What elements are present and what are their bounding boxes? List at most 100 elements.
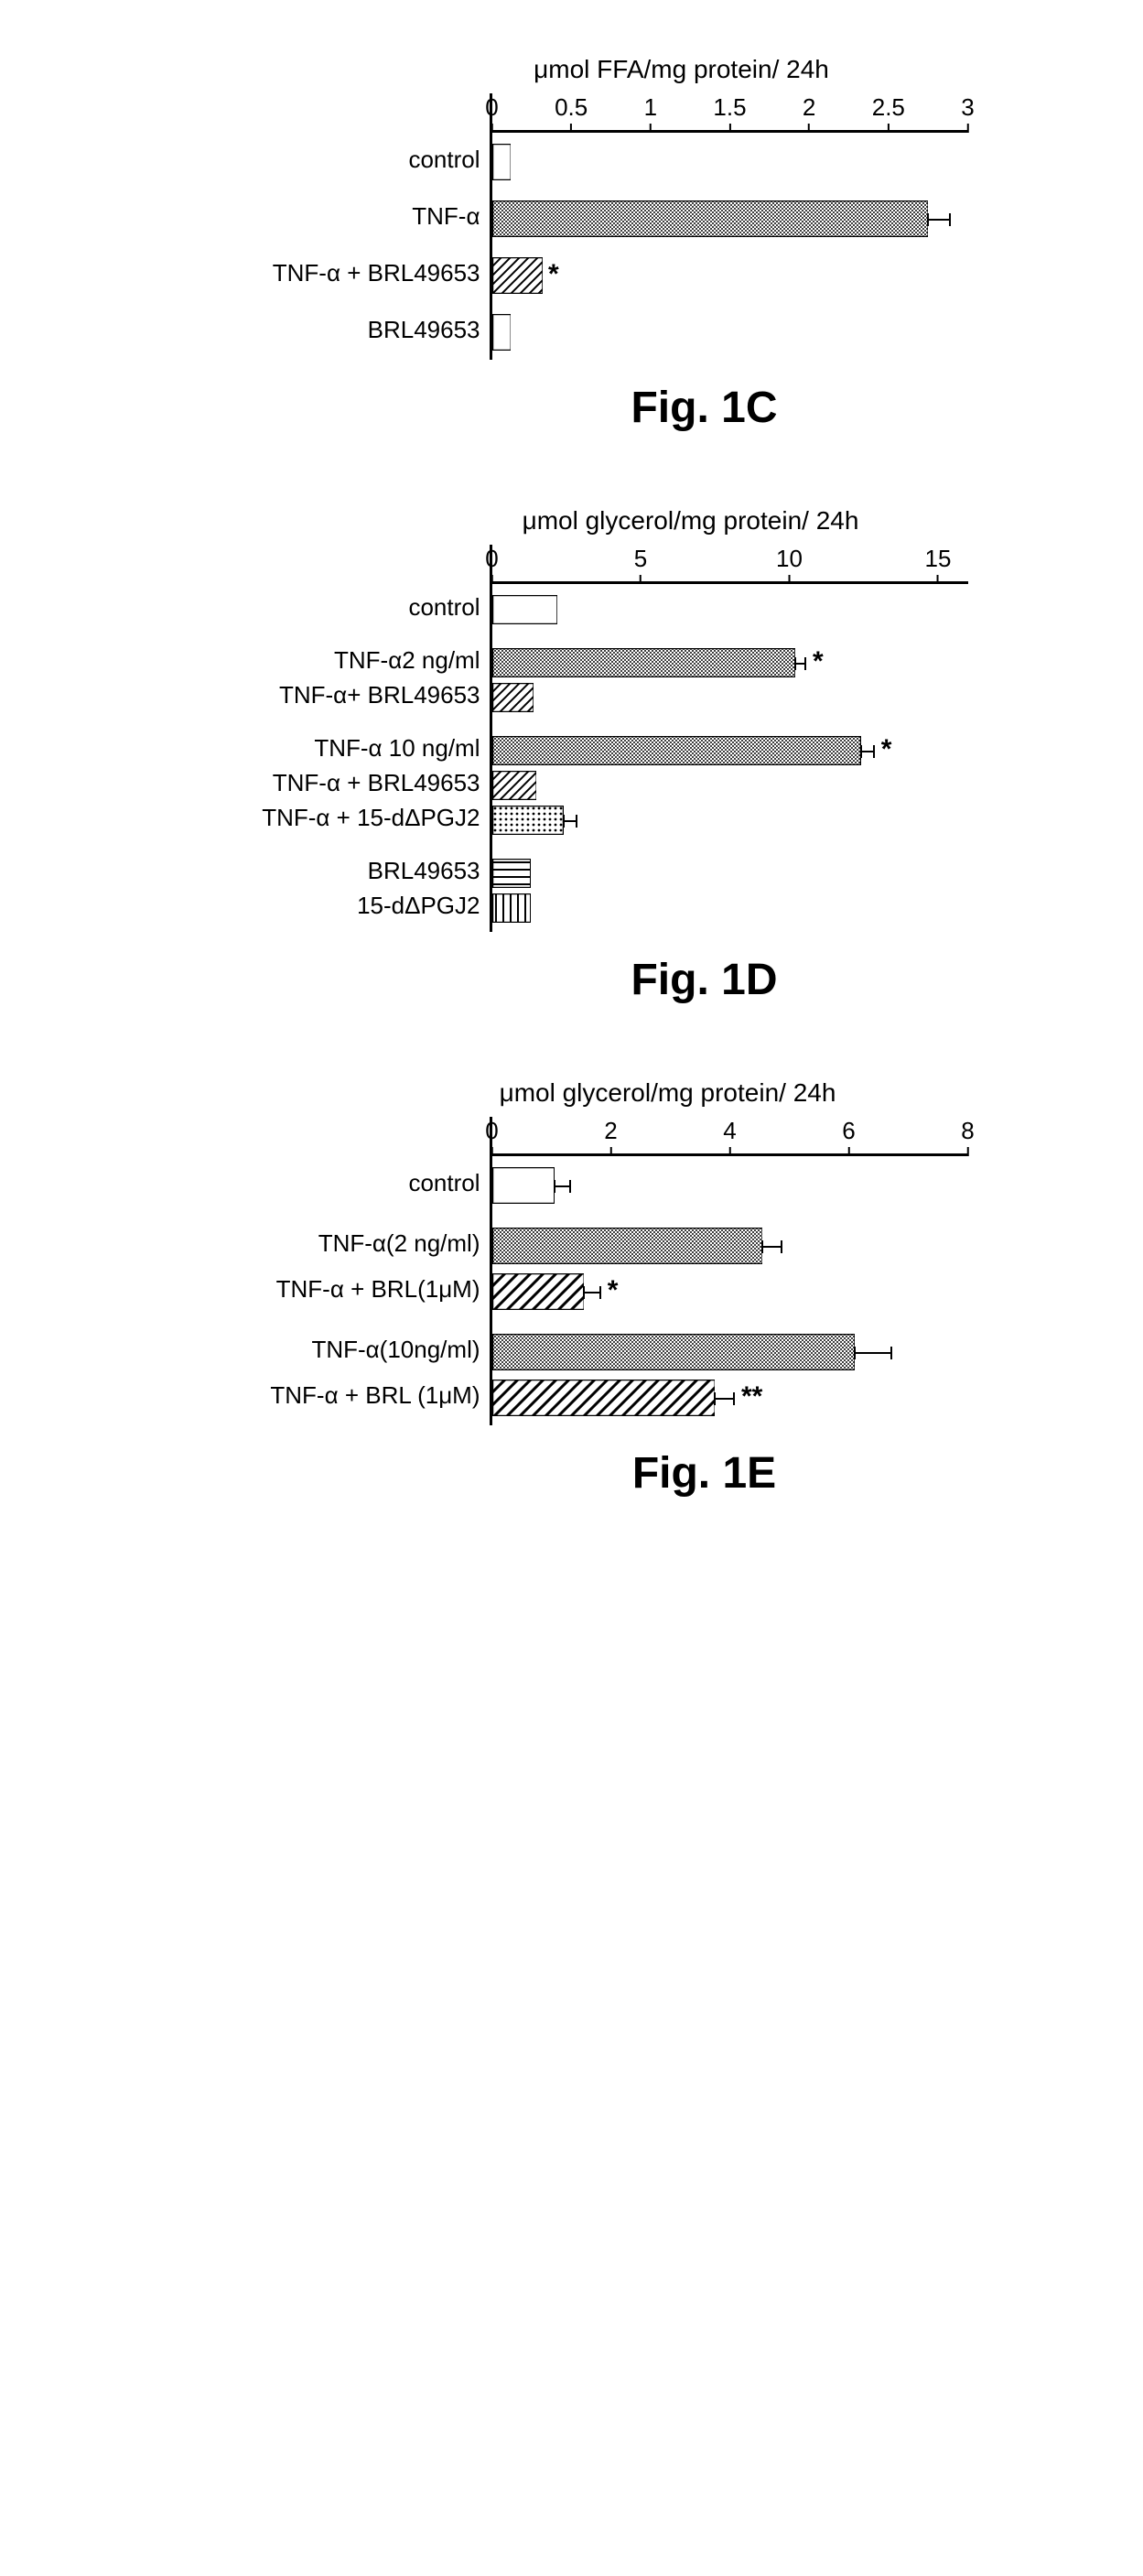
- bar: *: [492, 1273, 585, 1310]
- bar-row: [492, 1167, 968, 1204]
- plot-column: 00.511.522.53 *: [490, 93, 968, 360]
- category-label: TNF-α+ BRL49653: [178, 680, 490, 709]
- labels-column: control TNF-α(2 ng/ml) TNF-α + BRL(1μM) TNF…: [178, 1117, 490, 1425]
- bar: [492, 683, 534, 712]
- error-bar: [927, 219, 951, 221]
- bar-row: [492, 893, 968, 923]
- bar: [492, 1228, 763, 1264]
- chart-area: controlTNF-αTNF-α + BRL49653BRL4965300.5…: [178, 93, 1002, 360]
- bar-row: [492, 771, 968, 800]
- category-label: 15-dΔPGJ2: [178, 891, 490, 920]
- significance-marker: *: [881, 734, 892, 765]
- bar-row: *: [492, 648, 968, 677]
- tick: 2.5: [872, 93, 905, 133]
- error-bar: [714, 1398, 735, 1400]
- labels-column: control TNF-α2 ng/ml TNF-α+ BRL49653 TNF-α …: [178, 545, 490, 932]
- category-label: control: [178, 141, 490, 178]
- category-label: TNF-α + 15-dΔPGJ2: [178, 803, 490, 832]
- bar: [492, 595, 558, 624]
- bar-row: [492, 1334, 968, 1370]
- tick: 0.5: [555, 93, 588, 133]
- category-label: TNF-α + BRL49653: [178, 254, 490, 291]
- bar-row: **: [492, 1380, 968, 1416]
- figure-label: Fig. 1E: [407, 1448, 1002, 1499]
- category-label: TNF-α + BRL(1μM): [178, 1271, 490, 1307]
- bar-row: [492, 806, 968, 835]
- axis-ticks: 02468: [492, 1117, 968, 1156]
- error-bar: [583, 1292, 601, 1293]
- plot-column: 051015 * *: [490, 545, 968, 932]
- category-label: BRL49653: [178, 856, 490, 885]
- plot-column: 02468 * **: [490, 1117, 968, 1425]
- bar: [492, 200, 929, 237]
- tick: 2: [604, 1117, 617, 1156]
- category-label: TNF-α + BRL (1μM): [178, 1377, 490, 1413]
- significance-marker: *: [813, 646, 824, 677]
- tick: 2: [803, 93, 815, 133]
- bar: [492, 1334, 856, 1370]
- bar: [492, 1167, 555, 1204]
- tick: 0: [485, 545, 498, 584]
- labels-column: controlTNF-αTNF-α + BRL49653BRL49653: [178, 93, 490, 360]
- chart-area: control TNF-α2 ng/ml TNF-α+ BRL49653 TNF-α …: [178, 545, 1002, 932]
- significance-marker: *: [548, 259, 559, 290]
- figure-label: Fig. 1C: [407, 383, 1002, 433]
- bar-row: *: [492, 1273, 968, 1310]
- bar-row: [492, 144, 968, 180]
- tick: 8: [961, 1117, 974, 1156]
- tick: 10: [776, 545, 803, 584]
- bar: [492, 144, 512, 180]
- axis-title: μmol glycerol/mg protein/ 24h: [334, 1078, 1002, 1108]
- chart-area: control TNF-α(2 ng/ml) TNF-α + BRL(1μM) TNF…: [178, 1117, 1002, 1425]
- axis-ticks: 00.511.522.53: [492, 93, 968, 133]
- bar-row: [492, 595, 968, 624]
- category-label: BRL49653: [178, 311, 490, 348]
- bar-row: *: [492, 736, 968, 765]
- category-label: TNF-α + BRL49653: [178, 768, 490, 797]
- tick: 1: [644, 93, 657, 133]
- error-bar: [794, 663, 806, 665]
- category-label: TNF-α(2 ng/ml): [178, 1225, 490, 1261]
- tick: 6: [842, 1117, 855, 1156]
- fig1d: μmol glycerol/mg protein/ 24h control TNF-…: [178, 506, 1002, 1005]
- bar: [492, 771, 537, 800]
- tick: 5: [634, 545, 647, 584]
- tick: 3: [961, 93, 974, 133]
- bar: *: [492, 257, 543, 294]
- tick: 0: [485, 93, 498, 133]
- category-label: control: [178, 592, 490, 622]
- tick: 4: [723, 1117, 736, 1156]
- error-bar: [860, 751, 875, 752]
- bar: [492, 806, 564, 835]
- error-bar: [854, 1352, 892, 1354]
- category-label: TNF-α 10 ng/ml: [178, 733, 490, 763]
- error-bar: [554, 1185, 572, 1187]
- bar: **: [492, 1380, 716, 1416]
- bar: [492, 859, 531, 888]
- bar: [492, 893, 531, 923]
- bar-row: [492, 683, 968, 712]
- significance-marker: **: [741, 1381, 762, 1412]
- bar-row: [492, 859, 968, 888]
- bar-row: [492, 200, 968, 237]
- bar: [492, 314, 512, 351]
- category-label: TNF-α(10ng/ml): [178, 1331, 490, 1368]
- category-label: control: [178, 1164, 490, 1201]
- axis-ticks: 051015: [492, 545, 968, 584]
- error-bar: [563, 820, 577, 822]
- tick: 15: [925, 545, 952, 584]
- fig1c: μmol FFA/mg protein/ 24hcontrolTNF-αTNF-…: [178, 55, 1002, 433]
- axis-title: μmol glycerol/mg protein/ 24h: [380, 506, 1002, 536]
- figure-container: μmol FFA/mg protein/ 24hcontrolTNF-αTNF-…: [18, 55, 1143, 1499]
- axis-title: μmol FFA/mg protein/ 24h: [361, 55, 1002, 84]
- significance-marker: *: [608, 1275, 619, 1306]
- bar: *: [492, 736, 861, 765]
- fig1e: μmol glycerol/mg protein/ 24h control TNF-…: [178, 1078, 1002, 1499]
- error-bar: [761, 1246, 782, 1248]
- tick: 1.5: [713, 93, 746, 133]
- bar: *: [492, 648, 796, 677]
- bar-row: *: [492, 257, 968, 294]
- category-label: TNF-α2 ng/ml: [178, 645, 490, 675]
- figure-label: Fig. 1D: [407, 955, 1002, 1005]
- bar-row: [492, 314, 968, 351]
